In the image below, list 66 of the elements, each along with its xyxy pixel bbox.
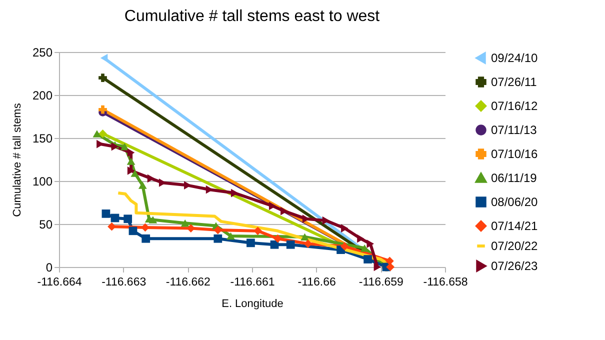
legend-label: 07/10/16 [491,147,538,161]
point [300,233,309,241]
y-tick-label: 100 [32,174,53,188]
point [102,209,110,218]
point [357,234,364,243]
point [340,242,349,251]
point [268,202,276,210]
point [286,240,295,249]
point [274,234,282,243]
legend-label: 07/20/22 [491,239,538,253]
point [270,240,279,249]
point [138,182,147,189]
legend-label: 09/24/10 [491,51,538,65]
point [124,214,132,224]
x-tick-label: -116.66 [298,276,336,288]
y-tick-label: 200 [32,88,53,102]
point [254,226,262,236]
legend-label: 07/11/13 [491,123,538,137]
y-axis-title: Cumulative # tall stems [11,102,24,217]
y-tick-label: 0 [46,260,53,274]
y-tick-label: 50 [39,218,53,232]
legend-label: 07/26/23 [491,259,538,273]
point [141,223,150,232]
x-tick-label: -116.658 [423,276,468,288]
point [108,222,116,231]
point [92,130,102,138]
point [366,240,374,248]
point [98,105,107,114]
legend-label: 06/11/19 [491,171,538,185]
point [374,262,382,272]
point [214,234,222,243]
point [110,214,120,222]
point [98,130,107,138]
point [120,142,129,150]
legend-label: 07/14/21 [491,219,538,233]
point [126,158,136,165]
legend-label: 08/06/20 [491,195,538,209]
y-tick-label: 150 [32,132,53,146]
point [364,255,372,264]
x-tick-label: -116.663 [102,276,146,288]
x-tick-label: -116.659 [358,276,404,288]
point [148,216,158,224]
point [226,232,235,240]
point [128,226,138,236]
x-axis-title: E. Longitude [222,298,284,310]
point [180,220,190,227]
point [280,206,288,216]
legend-label: 07/16/12 [491,99,538,113]
point [130,170,140,177]
point [142,234,150,243]
point [341,224,348,232]
x-tick-label: -116.661 [230,276,275,288]
x-tick-label: -116.662 [166,276,210,288]
point [246,238,255,248]
point [322,216,330,225]
chart-title: Cumulative # tall stems east to west [124,8,380,25]
legend-label: 07/26/11 [491,75,538,89]
y-tick-label: 250 [32,46,53,60]
point [231,188,238,198]
point [127,166,135,175]
point [147,174,155,183]
point [385,256,394,266]
point [111,142,119,151]
point [127,148,135,157]
x-tick-label: -116.664 [37,276,82,288]
point [98,74,107,82]
